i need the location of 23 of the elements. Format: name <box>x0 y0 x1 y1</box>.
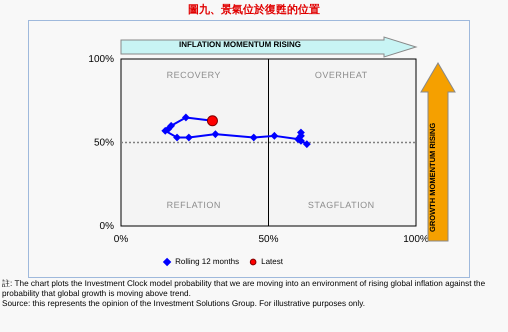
annotation: REFLATION <box>166 200 221 210</box>
point <box>212 130 219 138</box>
y-tick-label: 50% <box>94 137 114 148</box>
chart-title: 圖九、景氣位於復甦的位置 <box>187 2 321 17</box>
annotation: OVERHEAT <box>314 70 368 80</box>
text: 註: The chart plots the Investment Clock model probability that we are moving into an environment of rising global inflation against the probability that global growth is moving above trend. <box>2 279 486 299</box>
point <box>303 140 310 148</box>
x-tick-label: 50% <box>258 234 279 245</box>
x-axis-title: INFLATION MOMENTUM RISING <box>178 40 302 49</box>
annotation: RECOVERY <box>166 70 221 80</box>
point <box>168 122 175 130</box>
x-tick-label: 0% <box>114 234 128 245</box>
point <box>174 134 181 141</box>
source-note: Source: this represents the opinion of the Investment Solutions Group. For illustrative purposes only. <box>2 299 366 309</box>
y-tick-label: 0% <box>100 220 114 232</box>
legend-label: Latest <box>261 257 284 266</box>
point <box>250 134 258 141</box>
point <box>185 134 192 141</box>
annotation: STAGFLATION <box>308 200 375 210</box>
legend-label: Rolling 12 months <box>175 257 240 266</box>
point <box>270 132 278 140</box>
y-tick-label: 100% <box>88 54 114 65</box>
point <box>182 114 190 121</box>
